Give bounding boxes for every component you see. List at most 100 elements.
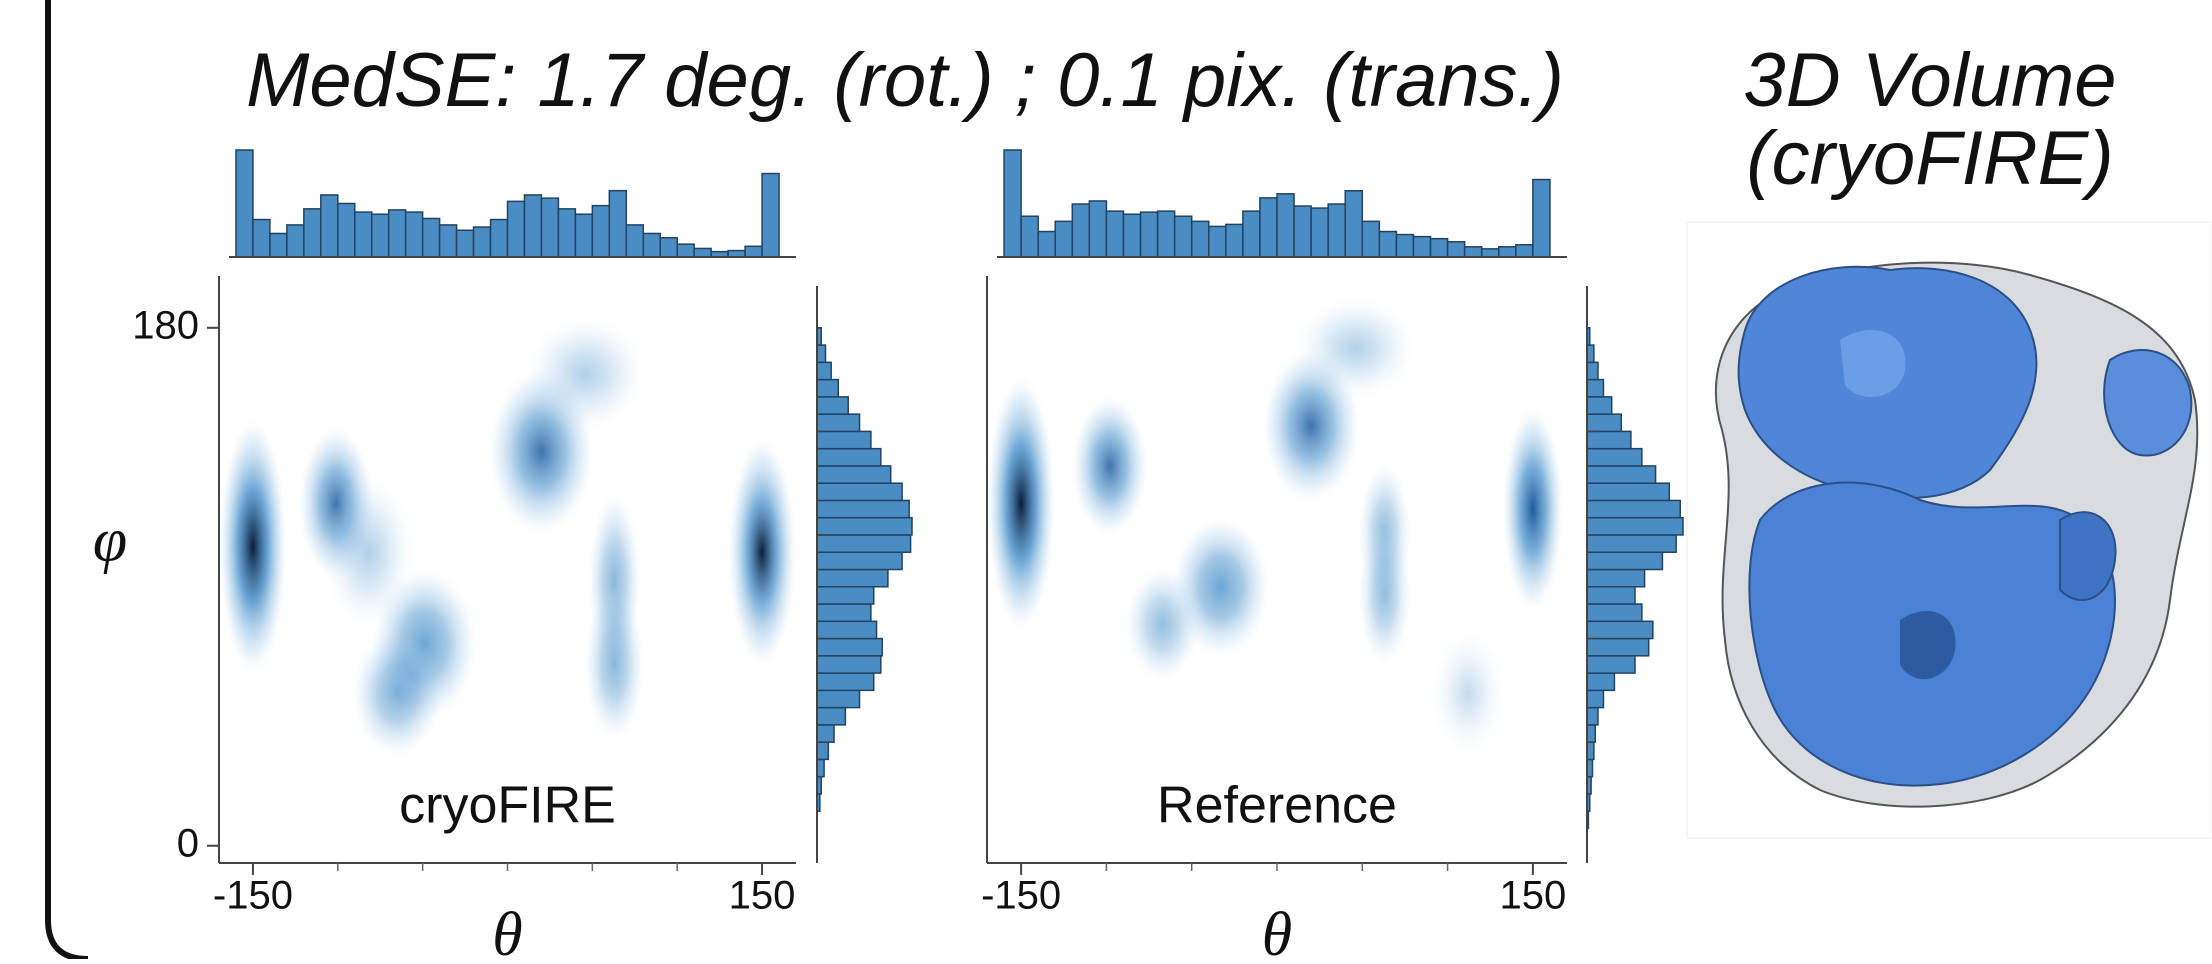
histogram-bar xyxy=(1260,198,1277,257)
histogram-bar xyxy=(1226,224,1243,257)
histogram-bar xyxy=(1587,466,1656,483)
histogram-bar xyxy=(817,345,826,362)
histogram-bar xyxy=(1499,247,1516,257)
histogram-bar xyxy=(1294,206,1311,257)
histogram-bar xyxy=(1587,362,1598,379)
histogram-bar xyxy=(817,431,871,448)
histogram-bar xyxy=(762,174,779,257)
histogram-bar xyxy=(817,742,828,759)
figure: MedSE: 1.7 deg. (rot.) ; 0.1 pix. (trans… xyxy=(0,0,2212,959)
histogram-bar xyxy=(253,220,270,257)
histogram-bar xyxy=(1587,673,1614,690)
histogram-bar xyxy=(1311,208,1328,257)
histogram-bar xyxy=(524,195,541,257)
histogram-bar xyxy=(817,466,891,483)
volume-render xyxy=(1687,222,2212,838)
y-tick-label: 180 xyxy=(132,303,199,347)
density-cluster xyxy=(324,476,414,628)
histogram-bar xyxy=(1587,414,1621,431)
histogram-bar xyxy=(817,552,902,569)
density-cluster xyxy=(352,630,442,757)
histogram-bar xyxy=(1243,211,1260,257)
histogram-bar xyxy=(1021,216,1038,257)
histogram-bar xyxy=(440,225,457,257)
hexbin-plot xyxy=(987,297,1563,756)
histogram-bar xyxy=(1055,221,1072,257)
hexbin-plot xyxy=(219,317,795,757)
panel-label: cryoFIRE xyxy=(399,777,616,835)
y-tick-label: 0 xyxy=(177,821,199,865)
histogram-bar xyxy=(1123,214,1140,257)
histogram-bar xyxy=(817,449,881,466)
histogram-bar xyxy=(1587,431,1631,448)
histogram-bar xyxy=(817,500,909,517)
histogram-bar xyxy=(817,397,848,414)
histogram-bar xyxy=(817,621,877,638)
histogram-bar xyxy=(1448,242,1465,257)
histogram-bar xyxy=(1587,483,1669,500)
figure-title: MedSE: 1.7 deg. (rot.) ; 0.1 pix. (trans… xyxy=(246,38,1564,123)
histogram-bar xyxy=(1587,500,1680,517)
density-cluster xyxy=(526,317,645,431)
histogram-bar xyxy=(1141,212,1158,257)
density-cluster xyxy=(1503,408,1563,611)
histogram-bar xyxy=(1587,570,1645,587)
histogram-bar xyxy=(491,220,508,257)
x-tick-label: 150 xyxy=(1500,874,1567,918)
histogram-bar xyxy=(1004,150,1021,257)
histogram-bar xyxy=(817,587,874,604)
histogram-bar xyxy=(321,195,338,257)
histogram-bar xyxy=(372,214,389,257)
histogram-bar xyxy=(1587,621,1653,638)
histogram-bar xyxy=(745,246,762,257)
x-axis-label: θ xyxy=(492,901,522,959)
x-tick-label: 150 xyxy=(729,874,796,918)
histogram-bar xyxy=(236,150,253,257)
histogram-bar xyxy=(1396,235,1413,257)
histogram-bar xyxy=(1533,180,1550,257)
histogram-bar xyxy=(817,362,831,379)
histogram-bar xyxy=(694,248,711,257)
histogram-bar xyxy=(1482,249,1499,257)
histogram-bar xyxy=(1158,211,1175,257)
histogram-bar xyxy=(1106,211,1123,257)
histogram-bar xyxy=(1587,518,1683,535)
histogram-bar xyxy=(817,690,860,707)
histogram-bar xyxy=(1328,204,1345,257)
histogram-bar xyxy=(1587,552,1662,569)
histogram-bar xyxy=(817,759,824,776)
histogram-bar xyxy=(1345,191,1362,257)
histogram-bar xyxy=(1413,237,1430,257)
histogram-bar xyxy=(1587,604,1642,621)
histogram-bar xyxy=(817,570,888,587)
density-cluster xyxy=(987,377,1055,630)
volume-title: 3D Volume xyxy=(1743,38,2116,123)
histogram-bar xyxy=(1587,587,1635,604)
density-cluster xyxy=(219,420,286,673)
histogram-bar xyxy=(592,206,609,257)
histogram-bar xyxy=(817,725,834,742)
histogram-bar xyxy=(508,201,525,257)
histogram-bar xyxy=(817,673,874,690)
histogram-bar xyxy=(609,191,626,257)
histogram-bar xyxy=(389,210,406,257)
x-axis-label: θ xyxy=(1262,901,1292,959)
density-cluster xyxy=(1072,396,1147,535)
histogram-bar xyxy=(677,244,694,257)
histogram-bar xyxy=(304,209,321,257)
histogram-bar xyxy=(1587,656,1635,673)
histogram-bar xyxy=(355,212,372,257)
density-cluster xyxy=(585,588,645,740)
density-cluster xyxy=(1295,297,1415,398)
histogram-bar xyxy=(406,212,423,257)
volume-title: (cryoFIRE) xyxy=(1746,116,2113,201)
histogram-bar xyxy=(541,198,558,257)
histogram-bar xyxy=(1587,397,1612,414)
histogram-bar xyxy=(1209,226,1226,257)
histogram-bar xyxy=(1465,247,1482,257)
histogram-bar xyxy=(1587,708,1598,725)
histogram-bar xyxy=(1038,232,1055,257)
histogram-bar xyxy=(817,483,902,500)
histogram-bar xyxy=(287,225,304,257)
density-cluster xyxy=(1125,567,1200,681)
